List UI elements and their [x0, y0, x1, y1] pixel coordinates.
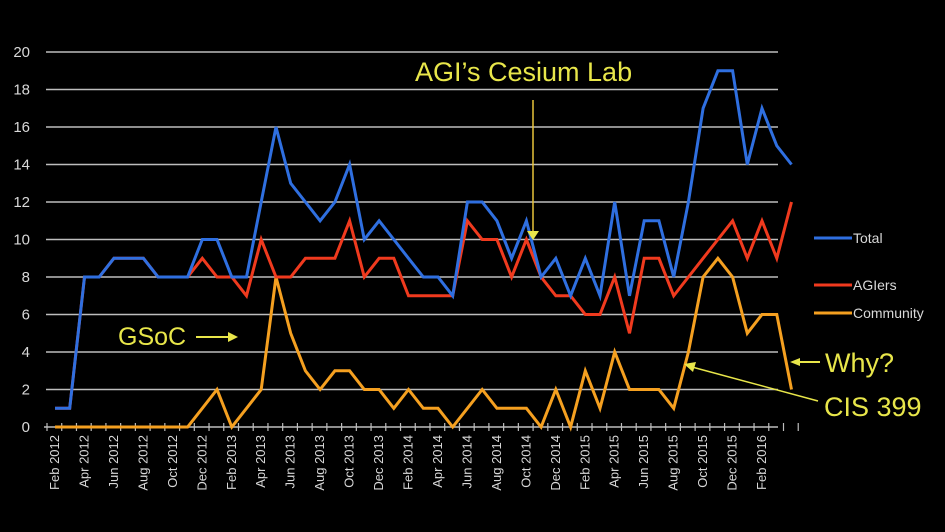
- series-lines: [55, 69, 793, 432]
- annotation-cesium-lab: AGI’s Cesium Lab: [415, 57, 632, 240]
- x-tick-label: Jun 2013: [283, 435, 298, 489]
- y-tick-label: 20: [13, 44, 30, 61]
- annotation-arrow-line: [691, 366, 819, 402]
- x-tick-label: Apr 2014: [430, 435, 445, 488]
- annotation-why-text: Why?: [825, 348, 894, 378]
- legend-label-community: Community: [853, 305, 924, 321]
- arrow-icon: [684, 362, 696, 372]
- x-tick-label: Jun 2012: [106, 435, 121, 489]
- x-tick-label: Jun 2015: [636, 435, 651, 489]
- legend-label-agiers: AGIers: [853, 277, 897, 293]
- y-tick-label: 12: [13, 194, 30, 211]
- series-line-total: [55, 69, 793, 410]
- x-tick-label: Dec 2014: [548, 435, 563, 491]
- x-tick-label: Oct 2014: [518, 435, 533, 488]
- x-tick-label: Dec 2015: [725, 435, 740, 491]
- x-tick-label: Aug 2015: [666, 435, 681, 491]
- legend-label-total: Total: [853, 230, 883, 246]
- x-axis: Feb 2012 Apr 2012 Jun 2012 Aug 2012 Oct 2012…: [44, 423, 799, 491]
- x-tick-label: Feb 2013: [224, 435, 239, 490]
- y-axis-ticks: 0 2 4 6 8 10 12 14 16 18 20: [13, 44, 30, 436]
- x-tick-label: Apr 2015: [607, 435, 622, 488]
- y-tick-label: 0: [22, 419, 30, 436]
- x-tick-label: Oct 2012: [165, 435, 180, 488]
- x-tick-label: Aug 2012: [135, 435, 150, 491]
- x-tick-label: Feb 2014: [401, 435, 416, 490]
- y-tick-label: 10: [13, 232, 30, 249]
- y-tick-label: 8: [22, 269, 30, 286]
- x-tick-label: Apr 2012: [76, 435, 91, 488]
- x-tick-label: Dec 2012: [194, 435, 209, 491]
- arrow-down-icon: [527, 231, 539, 240]
- annotation-gsoc: GSoC: [118, 323, 238, 351]
- annotation-cis399: CIS 399: [684, 362, 922, 422]
- x-tick-label: Feb 2012: [47, 435, 62, 490]
- x-tick-label: Feb 2015: [577, 435, 592, 490]
- x-tick-label: Oct 2013: [342, 435, 357, 488]
- annotation-why: Why?: [790, 348, 894, 378]
- x-tick-label: Apr 2013: [253, 435, 268, 488]
- y-tick-label: 6: [22, 307, 30, 324]
- x-tick-label: Dec 2013: [371, 435, 386, 491]
- x-tick-label: Feb 2016: [754, 435, 769, 490]
- annotation-gsoc-text: GSoC: [118, 323, 186, 351]
- annotation-cis399-text: CIS 399: [824, 392, 922, 422]
- y-tick-label: 14: [13, 157, 30, 174]
- y-tick-label: 2: [22, 382, 30, 399]
- annotation-cesium-lab-text: AGI’s Cesium Lab: [415, 57, 632, 87]
- y-tick-label: 4: [22, 344, 30, 361]
- series-line-community: [55, 255, 793, 432]
- y-tick-label: 18: [13, 82, 30, 99]
- arrow-right-icon: [228, 332, 238, 342]
- y-tick-label: 16: [13, 119, 30, 136]
- legend: Total AGIers Community: [814, 230, 924, 321]
- arrow-left-icon: [790, 358, 800, 366]
- x-tick-label: Oct 2015: [695, 435, 710, 488]
- x-tick-label: Aug 2014: [489, 435, 504, 491]
- x-tick-label: Jun 2014: [459, 435, 474, 489]
- x-tick-label: Aug 2013: [312, 435, 327, 491]
